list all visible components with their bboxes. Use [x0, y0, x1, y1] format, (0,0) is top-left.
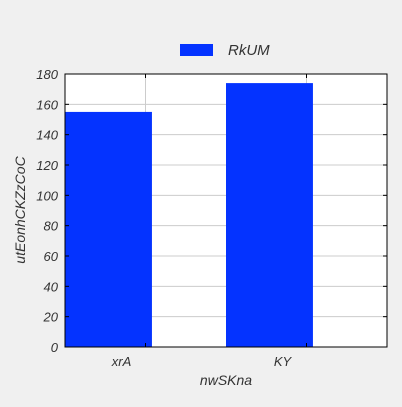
y-tick-label: 140	[36, 128, 58, 143]
bar-KY	[226, 83, 313, 347]
y-tick-label: 20	[43, 310, 59, 325]
y-tick-label: 60	[44, 249, 59, 264]
y-tick-label: 0	[51, 340, 59, 355]
y-tick-label: 40	[44, 279, 59, 294]
y-tick-label: 100	[36, 188, 58, 203]
y-tick-label: 120	[36, 158, 58, 173]
bars	[65, 83, 313, 348]
x-axis-ticks: xrA KY	[111, 74, 307, 369]
y-tick-label: 80	[44, 219, 59, 234]
x-axis-label: nwSKna	[200, 372, 252, 388]
plot-frame	[64, 73, 388, 348]
legend-label: RkUM	[228, 42, 270, 59]
bar-xrA	[65, 111, 152, 348]
y-tick-label: 180	[36, 67, 58, 82]
y-axis-label: utEonhCKZzCoC	[12, 155, 28, 263]
y-axis-ticks: 0 20 40 60 80 100 120 140 160 180	[36, 67, 387, 355]
x-tick-label: xrA	[111, 354, 132, 369]
legend-swatch	[180, 44, 213, 56]
y-tick-label: 160	[36, 97, 58, 112]
x-tick-label: KY	[274, 354, 293, 369]
legend: RkUM	[180, 42, 270, 59]
